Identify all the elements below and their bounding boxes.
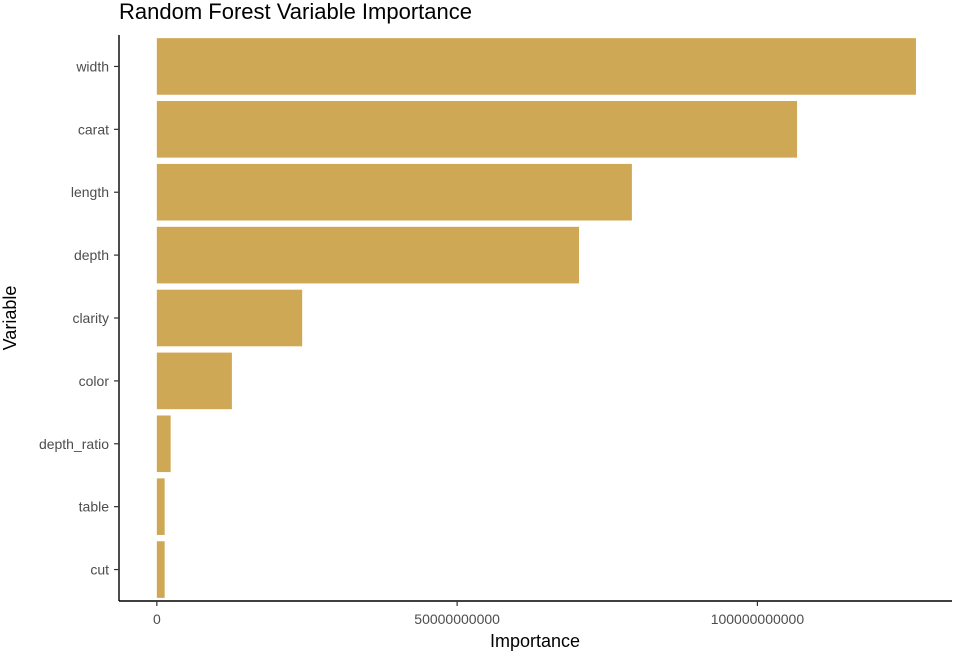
x-tick-label: 100000000000 xyxy=(711,611,805,627)
bars-group xyxy=(156,38,916,598)
x-tick-label: 0 xyxy=(153,611,161,627)
bar-length xyxy=(156,163,632,221)
y-tick-label: clarity xyxy=(72,310,109,326)
bar-carat xyxy=(156,101,798,158)
y-tick-label: length xyxy=(71,184,109,200)
y-tick-label: color xyxy=(79,373,110,389)
bar-depth xyxy=(156,226,580,284)
x-axis-title: Importance xyxy=(490,631,580,651)
y-tick-label: cut xyxy=(90,562,109,578)
y-tick-label: carat xyxy=(78,121,109,137)
x-axis-ticks: 0 50000000000 100000000000 xyxy=(153,601,804,627)
y-axis-ticks: width carat length depth clarity color depth_r… xyxy=(39,58,119,578)
y-tick-label: depth xyxy=(74,247,109,263)
y-tick-label: table xyxy=(79,499,110,515)
bar-color xyxy=(156,352,232,410)
y-tick-label: depth_ratio xyxy=(39,436,109,452)
y-axis-title: Variable xyxy=(0,286,20,351)
chart-title: Random Forest Variable Importance xyxy=(119,0,472,24)
y-tick-label: width xyxy=(75,58,109,74)
bar-width xyxy=(156,38,916,95)
bar-clarity xyxy=(156,289,303,347)
bar-cut xyxy=(156,541,165,598)
bar-depth_ratio xyxy=(156,415,171,473)
bar-table xyxy=(156,478,165,535)
x-tick-label: 50000000000 xyxy=(414,611,500,627)
